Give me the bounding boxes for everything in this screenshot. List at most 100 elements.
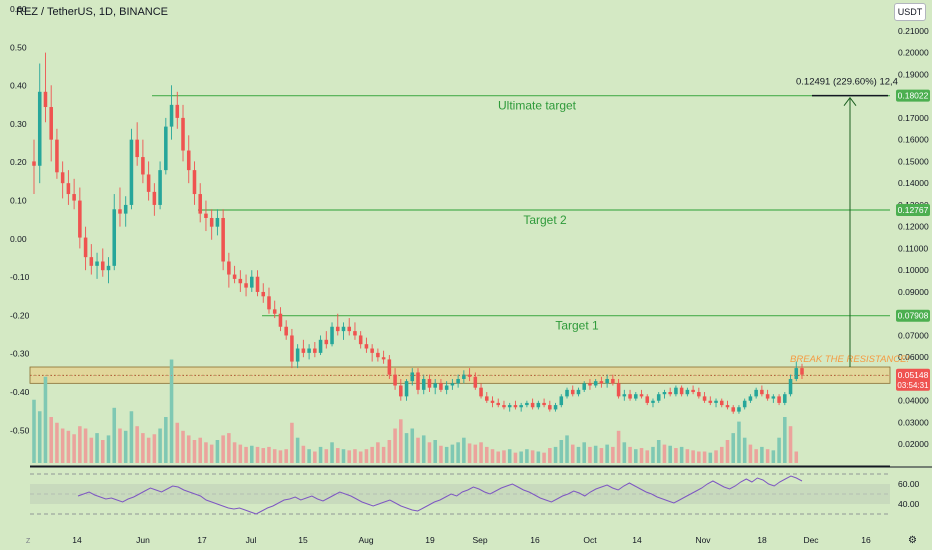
candle-body	[777, 396, 781, 403]
candle-body	[783, 394, 787, 403]
candle-body	[60, 172, 65, 184]
candle-body	[78, 200, 82, 238]
candle-body	[599, 381, 604, 384]
timezone-icon[interactable]: Z	[26, 538, 31, 545]
volume-bar	[668, 445, 672, 463]
rsi-line	[77, 475, 803, 515]
price-tick-label: 0.11000	[898, 243, 928, 253]
candle-body	[146, 174, 151, 192]
candle-body	[387, 359, 392, 375]
candle-body	[307, 348, 311, 353]
volume-bar	[404, 433, 409, 463]
candle-body	[668, 392, 672, 395]
volume-bar	[748, 444, 753, 463]
left-tick-label: -0.30	[10, 349, 30, 359]
candle-body	[427, 378, 432, 388]
volume-bar	[347, 450, 352, 463]
price-tick-label: 0.02000	[898, 439, 929, 449]
candle-body	[622, 394, 627, 397]
volume-bar	[530, 450, 535, 463]
volume-bar	[318, 446, 323, 463]
price-tick-label: 0.17000	[898, 113, 929, 123]
target-price-tag	[896, 89, 930, 102]
volume-bar	[129, 411, 134, 463]
candle-body	[100, 261, 105, 271]
candle-body	[490, 400, 495, 403]
price-tick-label: 0.15000	[898, 156, 929, 166]
time-tick-label: Dec	[803, 535, 819, 545]
candle-body	[89, 257, 94, 266]
target-price-tag-label: 0.07908	[898, 311, 929, 321]
time-tick-label: Oct	[583, 535, 597, 545]
candle-body	[421, 378, 426, 390]
candle-body	[754, 389, 758, 397]
candle-body	[576, 389, 581, 395]
volume-bar	[78, 426, 82, 463]
candle-body	[513, 405, 518, 408]
candle-body	[416, 372, 420, 390]
candle-body	[106, 265, 111, 271]
volume-bar	[651, 446, 655, 463]
volume-bar	[507, 449, 512, 463]
candle-body	[794, 368, 799, 379]
volume-bar	[324, 449, 329, 463]
candle-body	[765, 394, 770, 399]
candle-body	[634, 394, 638, 399]
volume-bar	[421, 435, 426, 463]
volume-bar	[553, 446, 558, 463]
volume-bar	[542, 452, 546, 463]
volume-bar	[777, 437, 781, 463]
volume-bar	[674, 448, 678, 463]
candle-body	[467, 374, 472, 377]
main-panel	[30, 20, 890, 466]
volume-bar	[215, 440, 220, 463]
volume-bar	[536, 451, 541, 463]
time-tick-label: Sep	[472, 535, 487, 545]
candle-body	[267, 296, 271, 310]
candle-body	[341, 326, 346, 332]
volume-bar	[209, 444, 214, 463]
time-tick-label: 16	[530, 535, 540, 545]
volume-bar	[72, 434, 76, 463]
candle-body	[95, 261, 99, 266]
candle-body	[37, 91, 42, 166]
candle-body	[393, 374, 397, 386]
candle-body	[714, 400, 718, 403]
volume-bar	[95, 433, 99, 463]
candle-body	[232, 274, 237, 279]
candle-body	[347, 326, 352, 332]
volume-bar	[227, 433, 231, 463]
settings-gear-icon[interactable]: ⚙	[908, 535, 917, 546]
currency-button[interactable]: USDT	[894, 3, 926, 21]
volume-bar	[473, 444, 478, 463]
volume-bar	[765, 449, 770, 463]
candle-body	[496, 402, 501, 406]
volume-bar	[611, 446, 615, 463]
candle-body	[484, 396, 489, 401]
candle-body	[450, 383, 455, 386]
target-price-tag	[896, 309, 930, 322]
left-tick-label: 0.40	[10, 81, 27, 91]
volume-bar	[754, 449, 758, 463]
volume-bar	[232, 442, 237, 463]
candle-body	[570, 389, 575, 395]
price-tick-label: 0.12000	[898, 222, 929, 232]
volume-bar	[616, 430, 621, 463]
volume-bar	[381, 446, 386, 463]
candle-body	[605, 378, 609, 384]
candle-body	[530, 402, 535, 408]
candle-body	[118, 209, 122, 214]
volume-bar	[238, 444, 243, 463]
candle-body	[129, 139, 134, 205]
time-tick-label: 14	[632, 535, 642, 545]
candle-body	[244, 283, 248, 288]
candle-body	[588, 383, 592, 386]
target-price-tag-label: 0.12767	[898, 205, 929, 215]
candle-body	[152, 191, 157, 205]
target-label: Target 2	[523, 213, 567, 227]
volume-bar	[525, 449, 529, 463]
candle-body	[656, 394, 661, 401]
candle-body	[697, 392, 701, 397]
candle-body	[66, 183, 71, 195]
